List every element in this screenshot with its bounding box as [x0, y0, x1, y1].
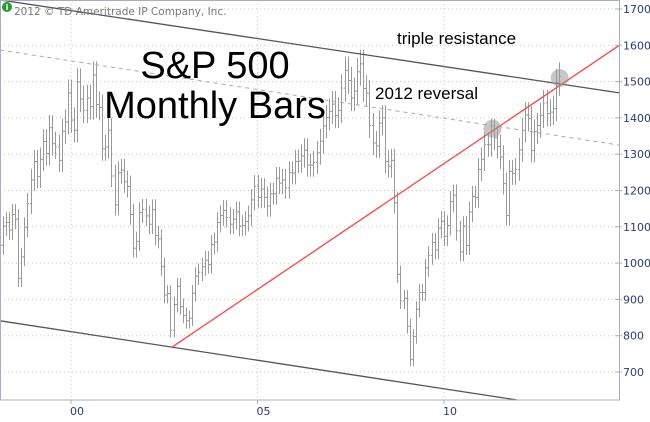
y-axis: 1700 1600 1500 1400 1300 1200 1100 1000 900 800 70…: [615, 3, 650, 379]
plot-frame: [0, 0, 620, 401]
y-tick-label: 1100: [623, 221, 650, 234]
annotation-circle: [483, 119, 502, 138]
annotation-triple-resistance: triple resistance: [397, 29, 516, 48]
price-bars: [0, 49, 561, 366]
dashed-resistance-line: [0, 49, 620, 146]
y-tick-label: 1500: [623, 76, 650, 89]
y-tick-label: 1700: [623, 3, 650, 16]
annotation-circle: [550, 68, 569, 87]
y-tick-label: 1200: [623, 185, 650, 198]
y-tick-label: 1600: [623, 39, 650, 52]
chart-title-line-1: S&P 500: [140, 45, 289, 87]
copyright: 2012 © TD Ameritrade IP Company, Inc.: [14, 6, 226, 18]
y-tick-label: 700: [623, 366, 644, 379]
annotation-2012-reversal: 2012 reversal: [375, 84, 478, 103]
chart-title-line-2: Monthly Bars: [104, 85, 326, 127]
upper-channel-line: [0, 0, 620, 94]
lower-channel-line: [0, 320, 517, 401]
x-tick-label: 05: [257, 405, 271, 418]
trendlines: [0, 0, 620, 401]
x-axis: 00 05 10: [70, 400, 457, 418]
annotation-markers: [483, 68, 569, 138]
info-icon-glyph: i: [6, 3, 9, 12]
y-tick-label: 1300: [623, 148, 650, 161]
red-support-line: [171, 44, 620, 348]
y-tick-label: 800: [623, 330, 644, 343]
y-tick-label: 1400: [623, 112, 650, 125]
y-tick-label: 900: [623, 293, 644, 306]
y-tick-label: 1000: [623, 257, 650, 270]
grid: [0, 0, 619, 400]
x-tick-label: 10: [443, 405, 457, 418]
info-icon[interactable]: [2, 2, 12, 12]
x-tick-label: 00: [70, 405, 84, 418]
